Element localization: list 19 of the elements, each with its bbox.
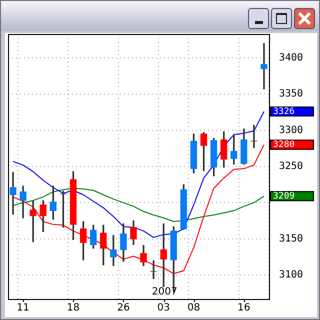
y-tick-label: 3100 bbox=[279, 270, 304, 281]
x-tick-label: 16 bbox=[238, 302, 250, 314]
y-tick-label: 3400 bbox=[279, 52, 304, 64]
candlestick bbox=[10, 172, 16, 215]
y-tick-label: 3300 bbox=[279, 124, 304, 136]
data-label: 3280 bbox=[273, 140, 295, 150]
annotation: 2007 bbox=[152, 286, 178, 298]
x-tick-label: 11 bbox=[16, 302, 30, 314]
x-tick-label: 18 bbox=[66, 302, 80, 314]
data-label: 3209 bbox=[273, 192, 295, 202]
y-tick-label: 3350 bbox=[279, 88, 304, 100]
data-label: 3326 bbox=[273, 106, 295, 117]
x-tick-label: 08 bbox=[187, 302, 200, 314]
candlestick bbox=[150, 260, 157, 280]
y-tick-label: 3250 bbox=[279, 161, 304, 172]
y-tick-label: 3150 bbox=[279, 234, 304, 244]
candlestick bbox=[260, 43, 268, 90]
x-tick-label: 26 bbox=[117, 302, 130, 314]
x-tick-label: 03 bbox=[157, 302, 170, 314]
